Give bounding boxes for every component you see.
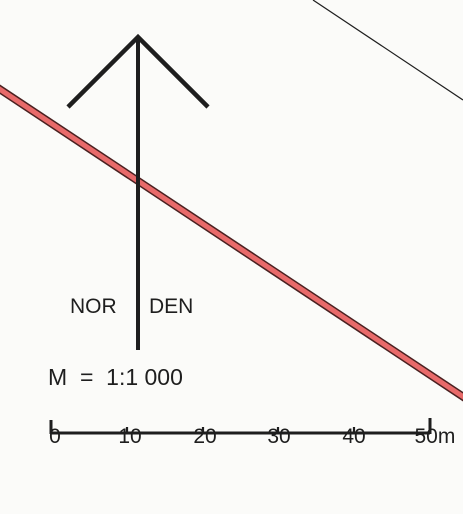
scale-ratio-text: M = 1:1 000 xyxy=(48,364,183,390)
north-label-left: NOR xyxy=(70,295,117,318)
scale-bar xyxy=(49,418,432,435)
scale-tick-label: 50m xyxy=(414,425,456,448)
road xyxy=(0,84,463,402)
scale-tick-label: 0 xyxy=(49,425,61,448)
north-label-right: DEN xyxy=(149,295,194,318)
scale-tick-label: 40 xyxy=(342,425,366,448)
scale-tick-label: 10 xyxy=(118,425,142,448)
north-arrow-icon xyxy=(66,33,210,350)
boundary-line xyxy=(312,0,463,101)
scale-tick-label: 30 xyxy=(267,425,291,448)
scale-tick-label: 20 xyxy=(193,425,217,448)
